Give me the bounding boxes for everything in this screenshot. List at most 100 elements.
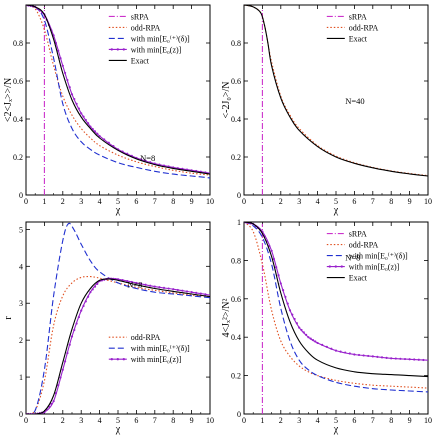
legend-label: with min[E₀⁽⁺⁾(δ)] <box>131 344 190 353</box>
series-marker <box>50 402 53 405</box>
legend-label: Exact <box>349 274 368 283</box>
series-marker <box>277 274 280 277</box>
x-tick-label: 9 <box>190 416 194 425</box>
legend-label: Exact <box>349 34 368 43</box>
y-axis-label: r <box>3 316 14 320</box>
series-marker <box>87 295 90 298</box>
x-tick-label: 2 <box>279 197 283 206</box>
series-marker <box>181 289 184 292</box>
series-marker <box>357 353 361 357</box>
x-tick-label: 8 <box>171 197 175 206</box>
series-marker <box>199 292 202 295</box>
series-marker <box>153 285 156 288</box>
series-marker <box>135 281 138 285</box>
series-marker <box>64 360 67 363</box>
series-marker <box>353 353 356 356</box>
y-tick-label: 0 <box>19 410 23 419</box>
x-tick-label: 1 <box>42 197 46 206</box>
series-marker <box>73 328 76 332</box>
series-marker <box>413 358 416 361</box>
series-line-2 <box>244 222 428 393</box>
series-marker <box>126 279 129 283</box>
series-marker <box>376 355 379 358</box>
series-marker <box>270 249 273 252</box>
series-line-2 <box>26 5 210 179</box>
y-tick-label: 0.6 <box>231 295 241 304</box>
x-axis-label: χ <box>115 424 121 435</box>
x-tick-label: 7 <box>371 197 375 206</box>
y-tick-label: 4 <box>19 262 23 271</box>
x-axis-label: χ <box>115 205 121 216</box>
x-tick-label: 0 <box>242 197 246 206</box>
x-tick-label: 9 <box>190 197 194 206</box>
series-marker <box>385 356 388 359</box>
series-marker <box>77 107 80 110</box>
x-tick-label: 7 <box>153 197 157 206</box>
series-marker <box>408 358 411 361</box>
y-tick-label: 0.4 <box>13 115 23 124</box>
x-axis-label: χ <box>333 424 339 435</box>
series-marker <box>367 354 370 358</box>
legend-label: with min[E₀(z)] <box>349 263 400 272</box>
series-marker <box>422 358 425 362</box>
series-marker <box>300 328 303 332</box>
x-tick-label: 8 <box>171 416 175 425</box>
y-tick-label: 0 <box>237 410 241 419</box>
y-tick-label: 0.4 <box>231 333 241 342</box>
x-tick-label: 3 <box>297 197 301 206</box>
series-marker <box>59 376 62 379</box>
chart-panel-tl: 0 1 2 3 4 5 6 7 8 9 10 0 0.2 0.4 0.6 0.8 χ <2<Jₓ>>/N N=8 sR… <box>3 4 214 216</box>
series-line-3 <box>26 278 210 414</box>
x-tick-label: 1 <box>42 416 46 425</box>
y-tick-label: 0.8 <box>13 39 23 48</box>
series-line-2 <box>244 5 428 177</box>
series-marker <box>399 357 402 360</box>
series-marker <box>75 322 78 325</box>
y-tick-label: 0.6 <box>231 77 241 86</box>
x-tick-label: 3 <box>79 197 83 206</box>
y-tick-label: 0.6 <box>13 77 23 86</box>
x-tick-label: 6 <box>352 416 356 425</box>
y-tick-label: 0.4 <box>231 115 241 124</box>
x-tick-label: 6 <box>134 197 138 206</box>
y-tick-label: 0.8 <box>231 39 241 48</box>
legend: sRPA odd-RPA with min[E₀⁽⁺⁾(δ)] with min[E₀… <box>326 230 408 283</box>
series-marker <box>57 384 60 387</box>
legend-marker <box>116 48 120 51</box>
y-tick-label: 0.8 <box>231 256 241 265</box>
plot-frame <box>25 221 211 415</box>
legend-label: odd-RPA <box>349 241 379 250</box>
series-marker <box>98 135 101 138</box>
series-marker <box>390 357 393 360</box>
series-marker <box>316 341 319 345</box>
x-tick-label: 7 <box>371 416 375 425</box>
series-marker <box>82 304 85 308</box>
legend-label: with min[E₀(z)] <box>131 45 182 54</box>
series-marker <box>59 57 62 60</box>
legend: sRPA odd-RPA Exact <box>326 12 379 43</box>
legend: sRPA odd-RPA with min[E₀⁽⁺⁾(δ)] with min[E₀… <box>108 12 190 65</box>
y-tick-label: 0 <box>19 191 23 200</box>
panel-annotation: N=40 <box>345 96 364 106</box>
y-tick-label: 0.2 <box>13 153 23 162</box>
series-marker <box>73 97 76 101</box>
series-marker <box>284 295 287 298</box>
x-tick-label: 8 <box>389 197 393 206</box>
series-marker <box>204 293 207 296</box>
x-tick-label: 2 <box>279 416 283 425</box>
series-marker <box>172 288 175 291</box>
series-marker <box>380 356 384 359</box>
series-marker <box>89 291 92 294</box>
series-marker <box>61 64 64 67</box>
series-marker <box>139 282 143 285</box>
x-tick-label: 5 <box>334 197 338 206</box>
series-marker <box>84 118 87 122</box>
x-tick-label: 6 <box>134 416 138 425</box>
series-marker <box>107 141 110 144</box>
legend-marker <box>340 265 343 268</box>
x-tick-label: 10 <box>206 197 214 206</box>
legend-label: with min[E₀⁽⁺⁾(δ)] <box>131 34 190 43</box>
series-marker <box>314 340 317 343</box>
series-marker <box>321 343 324 346</box>
